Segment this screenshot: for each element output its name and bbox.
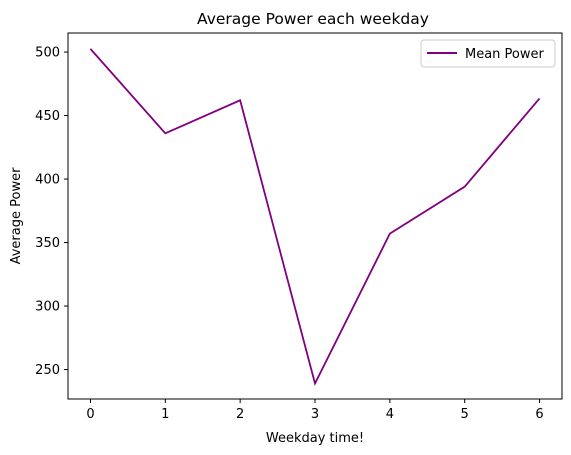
y-tick-label: 250: [35, 363, 60, 378]
y-tick-label: 450: [35, 109, 60, 124]
series-line-mean-power: [89, 48, 541, 387]
y-axis-label: Average Power: [9, 167, 24, 264]
legend-label: Mean Power: [465, 47, 545, 62]
x-tick-label: 5: [461, 407, 469, 422]
legend: Mean Power: [420, 39, 556, 68]
x-tick-label: 6: [535, 407, 543, 422]
plot-frame: [67, 32, 563, 400]
legend-box: [420, 39, 556, 68]
x-tick-label: 4: [386, 407, 394, 422]
x-tick-label: 2: [236, 407, 244, 422]
chart-title: Average Power each weekday: [197, 10, 429, 28]
y-tick-label: 500: [35, 46, 60, 61]
x-tick-label: 3: [311, 407, 319, 422]
x-axis: 0 1 2 3 4 5 6: [86, 399, 544, 422]
y-tick-label: 300: [35, 300, 60, 315]
y-tick-label: 400: [35, 173, 60, 188]
y-axis: 250 300 350 400 450 500: [35, 46, 68, 378]
x-tick-label: 1: [161, 407, 169, 422]
series-layer: [89, 48, 541, 387]
x-tick-label: 0: [86, 407, 94, 422]
x-axis-label: Weekday time!: [266, 431, 364, 446]
y-tick-label: 350: [35, 236, 60, 251]
